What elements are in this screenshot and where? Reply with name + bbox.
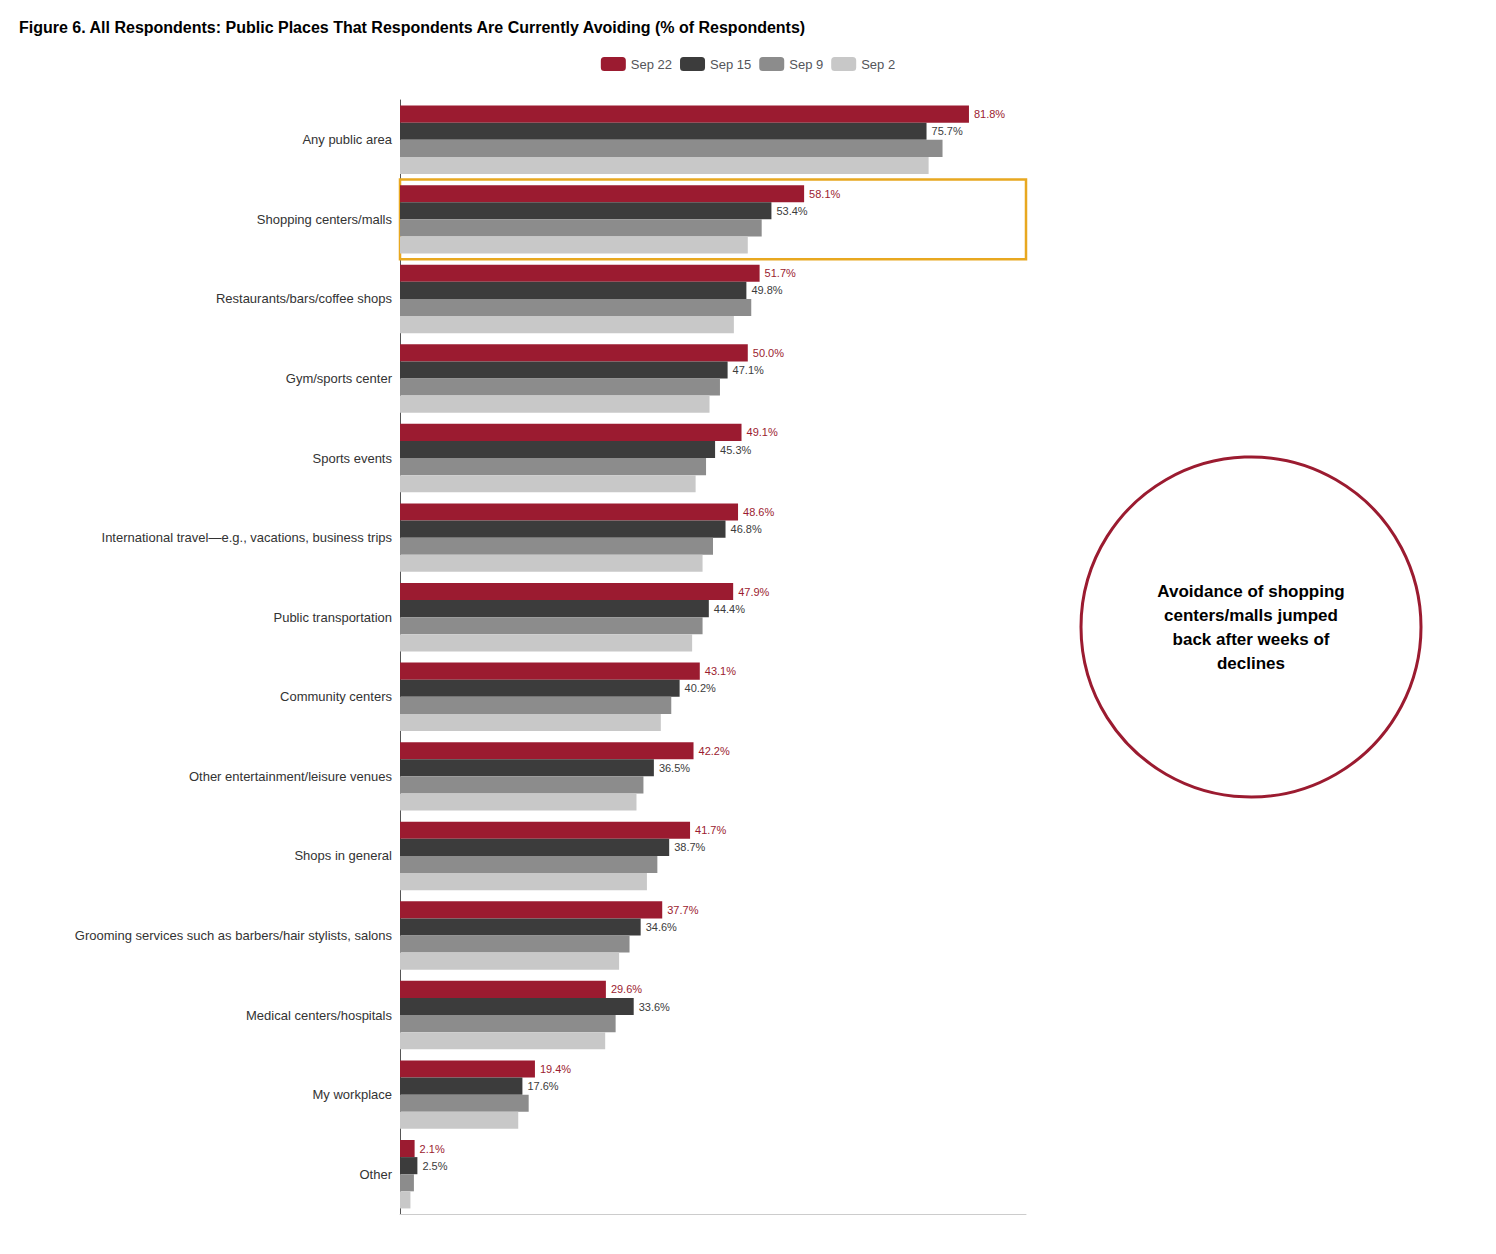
svg-text:45.3%: 45.3% [720, 444, 751, 456]
svg-text:37.7%: 37.7% [667, 904, 698, 916]
svg-text:International travel—e.g., vac: International travel—e.g., vacations, bu… [102, 530, 393, 545]
svg-text:46.8%: 46.8% [731, 523, 762, 535]
svg-text:Gym/sports center: Gym/sports center [286, 371, 393, 386]
svg-text:Shops in general: Shops in general [294, 848, 392, 863]
svg-text:Sep 9: Sep 9 [789, 57, 823, 72]
svg-text:81.8%: 81.8% [974, 108, 1005, 120]
svg-text:47.1%: 47.1% [733, 364, 764, 376]
svg-text:48.6%: 48.6% [743, 506, 774, 518]
svg-text:Sports events: Sports events [313, 451, 393, 466]
svg-text:58.1%: 58.1% [809, 188, 840, 200]
svg-text:Avoidance of shopping: Avoidance of shopping [1157, 582, 1344, 601]
svg-text:centers/malls jumped: centers/malls jumped [1164, 606, 1338, 625]
svg-text:Medical centers/hospitals: Medical centers/hospitals [246, 1008, 392, 1023]
svg-text:Sep 22: Sep 22 [631, 57, 672, 72]
svg-text:47.9%: 47.9% [738, 586, 769, 598]
svg-text:41.7%: 41.7% [695, 824, 726, 836]
svg-text:49.8%: 49.8% [751, 284, 782, 296]
svg-text:29.6%: 29.6% [611, 983, 642, 995]
svg-text:34.6%: 34.6% [646, 921, 677, 933]
svg-text:50.0%: 50.0% [753, 347, 784, 359]
svg-text:Grooming services such as barb: Grooming services such as barbers/hair s… [75, 928, 393, 943]
svg-text:40.2%: 40.2% [685, 682, 716, 694]
svg-text:33.6%: 33.6% [639, 1001, 670, 1013]
svg-text:51.7%: 51.7% [765, 267, 796, 279]
svg-text:42.2%: 42.2% [699, 745, 730, 757]
svg-text:Shopping centers/malls: Shopping centers/malls [257, 212, 393, 227]
svg-text:19.4%: 19.4% [540, 1063, 571, 1075]
svg-text:38.7%: 38.7% [674, 841, 705, 853]
svg-text:Any public area: Any public area [302, 132, 392, 147]
svg-text:Sep 2: Sep 2 [861, 57, 895, 72]
svg-text:Sep 15: Sep 15 [710, 57, 751, 72]
svg-text:Other: Other [359, 1167, 392, 1182]
svg-text:2.1%: 2.1% [420, 1143, 445, 1155]
svg-text:43.1%: 43.1% [705, 665, 736, 677]
svg-text:53.4%: 53.4% [776, 205, 807, 217]
svg-text:Figure 6. All Respondents: Pub: Figure 6. All Respondents: Public Places… [19, 19, 805, 36]
svg-text:My workplace: My workplace [313, 1087, 392, 1102]
svg-text:49.1%: 49.1% [747, 426, 778, 438]
svg-text:Community centers: Community centers [280, 689, 392, 704]
svg-text:2.5%: 2.5% [422, 1160, 447, 1172]
svg-text:Other entertainment/leisure ve: Other entertainment/leisure venues [189, 769, 393, 784]
svg-text:Restaurants/bars/coffee shops: Restaurants/bars/coffee shops [216, 291, 393, 306]
svg-text:36.5%: 36.5% [659, 762, 690, 774]
svg-text:17.6%: 17.6% [527, 1080, 558, 1092]
svg-text:declines: declines [1217, 654, 1285, 673]
svg-text:Public transportation: Public transportation [273, 610, 392, 625]
svg-text:44.4%: 44.4% [714, 603, 745, 615]
svg-text:75.7%: 75.7% [932, 125, 963, 137]
svg-text:back after weeks of: back after weeks of [1173, 630, 1330, 649]
